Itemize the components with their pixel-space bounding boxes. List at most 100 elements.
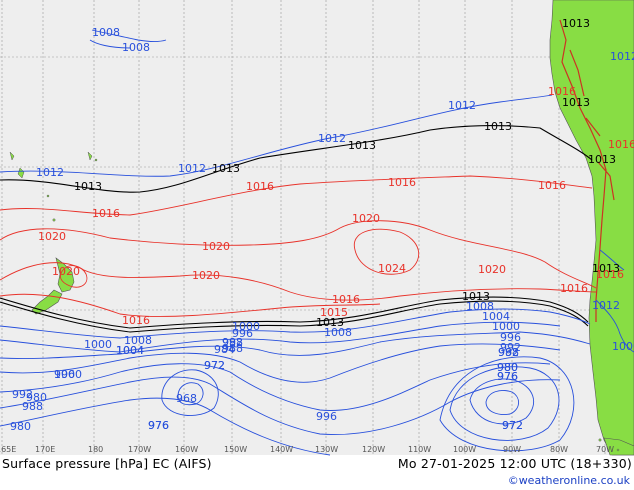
- isobar-label: 996: [54, 368, 75, 381]
- isobar-label: 1020: [352, 212, 380, 225]
- isobar-label: 1016: [388, 176, 416, 189]
- isobar-label: 1004: [482, 310, 510, 323]
- isobar-label: 1016: [332, 293, 360, 306]
- isobar-label: 1012: [318, 132, 346, 145]
- isobar-label: 972: [204, 359, 225, 372]
- isobar-label: 1016: [538, 179, 566, 192]
- lon-tick-label: 110W: [408, 445, 431, 454]
- low-pressure-isobars: [0, 29, 634, 456]
- standard-pressure-isobars: [0, 125, 593, 333]
- isobar-label: 1013: [588, 153, 616, 166]
- lon-tick-label: 70W: [596, 445, 614, 454]
- isobar-label: 980: [497, 361, 518, 374]
- isobar-label: 1012: [448, 99, 476, 112]
- isobar-label: 1020: [52, 265, 80, 278]
- lon-tick-label: 90W: [503, 445, 521, 454]
- isobar-label: 988: [22, 400, 43, 413]
- south-america-land: [549, 0, 634, 456]
- isobar-label: 1012: [178, 162, 206, 175]
- lon-tick-label: 150W: [224, 445, 247, 454]
- isobar-label: 972: [204, 359, 225, 372]
- lon-tick-label: 180: [88, 445, 103, 454]
- longitude-ticks: 165E 170E 180 170W 160W 150W 140W 130W 1…: [0, 445, 614, 454]
- andes-relief: [559, 19, 615, 322]
- isobar-label: 988: [498, 346, 519, 359]
- isobar-label: 980: [10, 420, 31, 433]
- lon-tick-label: 130W: [315, 445, 338, 454]
- isobar-labels: 1008 1008 1012 1012 1012 1012 1012 1008 …: [10, 17, 634, 433]
- lon-tick-label: 140W: [270, 445, 293, 454]
- isobar-label: 1004: [116, 344, 144, 357]
- isobar-label: 996: [316, 410, 337, 423]
- isobar-label: 968: [176, 392, 197, 405]
- isobar-label: 1000: [54, 368, 82, 381]
- isobar-label: 1008: [124, 334, 152, 347]
- isobar-label: 996: [500, 331, 521, 344]
- isobar-label: 1020: [202, 240, 230, 253]
- isobar-label: 1016: [548, 85, 576, 98]
- isobar-label: 1016: [608, 138, 634, 151]
- lon-tick-label: 120W: [362, 445, 385, 454]
- isobar-label: 980: [26, 391, 47, 404]
- isobar-label: 1013: [562, 96, 590, 109]
- map-background: [0, 0, 634, 455]
- isobar-label: 1016: [92, 207, 120, 220]
- isobar-label: 1020: [478, 263, 506, 276]
- isobar-label: 1012: [610, 50, 634, 63]
- isobar-label: 1013: [462, 290, 490, 303]
- isobar-label: 988: [222, 336, 243, 349]
- isobar-label: 976: [497, 370, 518, 383]
- isobar-label: 1016: [560, 282, 588, 295]
- isobar-label: 1008: [466, 300, 494, 313]
- isobar-label: 1013: [212, 162, 240, 175]
- new-zealand-south-island: [31, 289, 63, 315]
- credit-link[interactable]: ©weatheronline.co.uk: [507, 474, 630, 487]
- isobar-label: 1020: [192, 269, 220, 282]
- isobar-label: 1000: [492, 320, 520, 333]
- lon-tick-label: 80W: [550, 445, 568, 454]
- isobar-label: 1004: [116, 344, 144, 357]
- forecast-datetime: Mo 27-01-2025 12:00 UTC (18+330): [397, 456, 632, 471]
- tierra-del-fuego-land: [603, 437, 634, 456]
- isobar-label: 1000: [232, 320, 260, 333]
- map-title: Surface pressure [hPa] EC (AIFS): [2, 456, 212, 471]
- isobar-label: 992: [222, 336, 243, 349]
- isobar-label: 1000: [84, 338, 112, 351]
- isobar-label: 976: [497, 370, 518, 383]
- pacific-islands: [9, 151, 620, 452]
- isobar-label: 992: [498, 346, 519, 359]
- isobar-label: 992: [500, 341, 521, 354]
- isobar-label: 1013: [592, 262, 620, 275]
- isobar-label: 1013: [484, 120, 512, 133]
- isobar-label: 1008: [324, 326, 352, 339]
- lon-tick-label: 100W: [453, 445, 476, 454]
- isobar-label: 996: [232, 327, 253, 340]
- isobar-label: 976: [148, 419, 169, 432]
- lon-tick-label: 165E: [0, 445, 16, 454]
- high-pressure-isobars: [0, 175, 597, 317]
- lon-tick-label: 170E: [35, 445, 55, 454]
- isobar-label: 1016: [246, 180, 274, 193]
- isobar-label: 1016: [122, 314, 150, 327]
- isobar-label: 980: [497, 361, 518, 374]
- isobar-label: 1008: [92, 26, 120, 39]
- isobar-label: 1020: [38, 230, 66, 243]
- isobar-label: 984: [214, 343, 235, 356]
- isobar-label: 1024: [378, 262, 406, 275]
- lon-tick-label: 170W: [128, 445, 151, 454]
- isobar-label: 972: [502, 419, 523, 432]
- isobar-label: 992: [12, 388, 33, 401]
- isobar-label: 1012: [36, 166, 64, 179]
- isobar-label: 1008: [122, 41, 150, 54]
- isobar-label: 972: [502, 419, 523, 432]
- isobar-label: 1000: [612, 340, 634, 353]
- isobar-label: 1015: [320, 306, 348, 319]
- isobar-label: 1012: [592, 299, 620, 312]
- isobar-label: 976: [148, 419, 169, 432]
- isobar-label: 1013: [348, 139, 376, 152]
- isobar-label: 1013: [316, 316, 344, 329]
- isobar-label: 1013: [74, 180, 102, 193]
- isobar-label: 1013: [562, 17, 590, 30]
